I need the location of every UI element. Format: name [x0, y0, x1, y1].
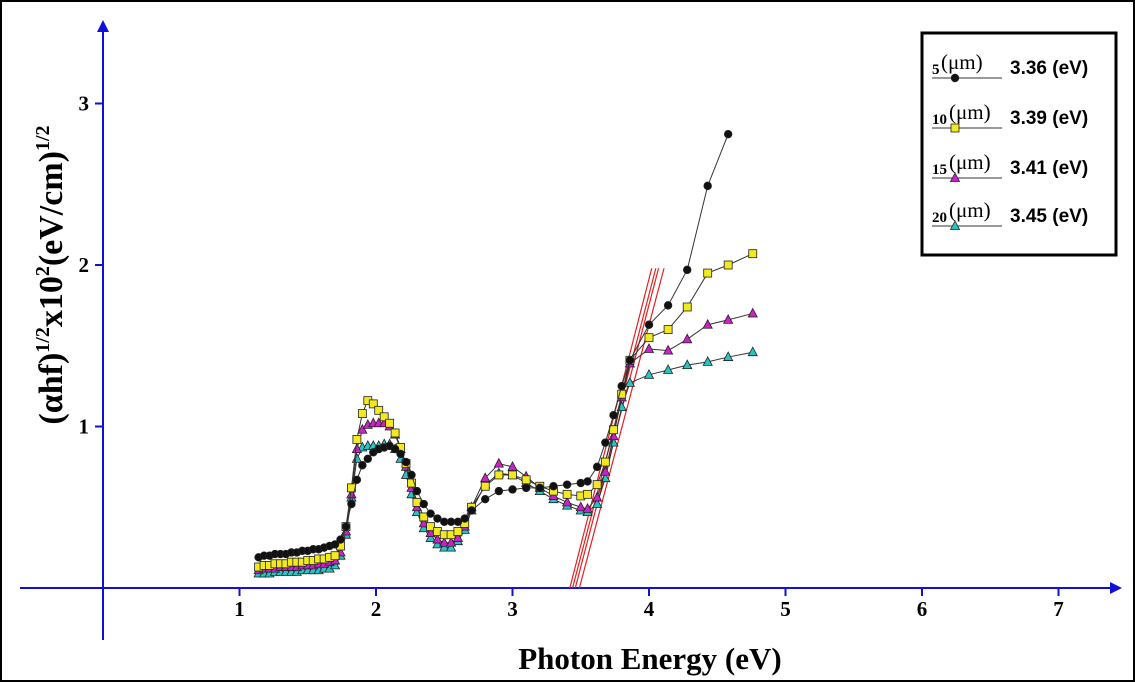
x-tick-label: 6: [917, 597, 928, 621]
data-point: [724, 261, 732, 269]
data-point: [704, 182, 712, 190]
data-point: [434, 515, 442, 523]
legend-unit: (μm): [941, 50, 983, 74]
data-point: [468, 507, 476, 515]
legend-marker: [951, 124, 959, 132]
data-point: [364, 455, 372, 463]
data-point: [353, 435, 361, 443]
legend-gap-label: 3.41 (eV): [1010, 158, 1088, 179]
data-point: [645, 321, 653, 329]
data-point: [601, 458, 609, 466]
legend-marker: [951, 74, 959, 82]
legend-gap-label: 3.36 (eV): [1010, 58, 1088, 79]
data-point: [536, 484, 544, 492]
data-point: [342, 523, 350, 531]
legend-series-name: 5: [932, 62, 940, 78]
data-point: [683, 266, 691, 274]
data-point: [522, 484, 530, 492]
legend-series-name: 20: [932, 210, 947, 226]
legend: 5 (μm) 3.36 (eV)10 (μm) 3.39 (eV)15 (μm) 3.41 …: [922, 33, 1116, 255]
data-point: [481, 495, 489, 503]
data-point: [358, 410, 366, 418]
data-point: [454, 527, 462, 535]
data-point: [386, 419, 394, 427]
data-point: [408, 471, 416, 479]
data-point: [454, 518, 462, 526]
y-tick-label: 2: [79, 253, 90, 277]
legend-gap-label: 3.39 (eV): [1010, 108, 1088, 129]
data-point: [550, 482, 558, 490]
y-tick-label: 1: [79, 415, 90, 439]
data-point: [645, 334, 653, 342]
data-point: [749, 250, 757, 258]
x-tick-label: 2: [371, 597, 382, 621]
data-point: [577, 479, 585, 487]
x-axis-label: Photon Energy (eV): [518, 641, 781, 676]
data-point: [610, 411, 618, 419]
data-point: [584, 478, 592, 486]
x-tick-label: 3: [507, 597, 518, 621]
data-point: [337, 536, 345, 544]
x-tick-label: 4: [644, 597, 655, 621]
data-point: [664, 326, 672, 334]
data-point: [397, 450, 405, 458]
data-point: [420, 500, 428, 508]
data-point: [509, 486, 517, 494]
data-point: [359, 461, 367, 469]
legend-series-name: 10: [932, 112, 947, 128]
data-point: [593, 463, 601, 471]
data-point: [348, 500, 356, 508]
legend-unit: (μm): [949, 198, 991, 222]
data-point: [683, 303, 691, 311]
data-point: [704, 269, 712, 277]
data-point: [610, 426, 618, 434]
data-point: [618, 382, 626, 390]
data-point: [509, 471, 517, 479]
data-point: [593, 481, 601, 489]
legend-unit: (μm): [949, 150, 991, 174]
data-point: [402, 458, 410, 466]
data-point: [391, 429, 399, 437]
data-point: [626, 356, 634, 364]
data-point: [413, 487, 421, 495]
data-point: [522, 476, 530, 484]
y-tick-label: 3: [79, 92, 90, 116]
x-tick-label: 7: [1053, 597, 1064, 621]
data-point: [495, 487, 503, 495]
legend-gap-label: 3.45 (eV): [1010, 206, 1088, 227]
data-point: [664, 302, 672, 310]
x-tick-label: 1: [234, 597, 245, 621]
legend-unit: (μm): [949, 100, 991, 124]
x-tick-label: 5: [780, 597, 791, 621]
data-point: [602, 439, 610, 447]
data-point: [427, 510, 435, 518]
data-point: [495, 471, 503, 479]
data-point: [563, 490, 571, 498]
data-point: [563, 481, 571, 489]
data-point: [461, 515, 469, 523]
data-point: [481, 482, 489, 490]
legend-series-name: 15: [932, 162, 947, 178]
data-point: [724, 130, 732, 138]
data-point: [353, 476, 361, 484]
data-point: [331, 552, 339, 560]
data-point: [584, 490, 592, 498]
